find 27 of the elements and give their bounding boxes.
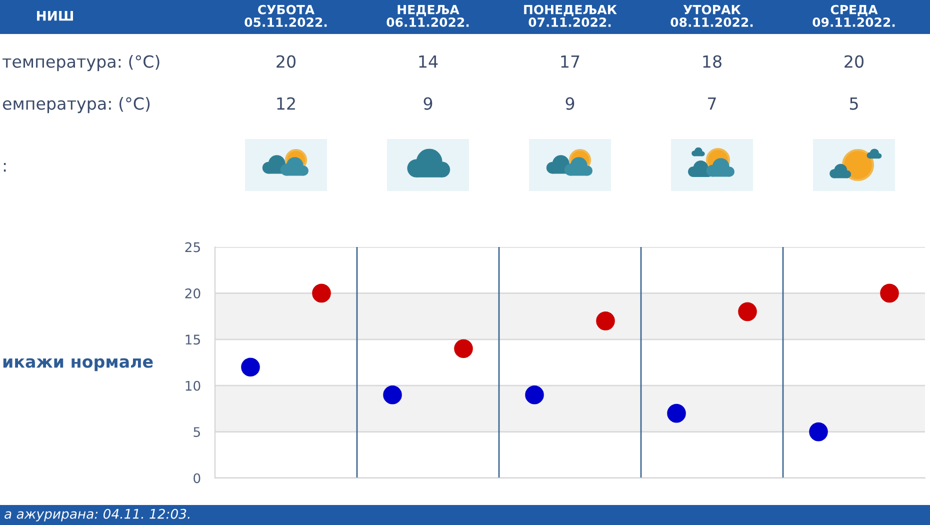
y-tick-label: 15 (186, 334, 200, 345)
text: а ажурирана: 04.11. 12:03. (4, 508, 190, 522)
text: ПОНЕДЕЉАК 07.11.2022. (524, 4, 617, 27)
y-tick-label: 0 (194, 473, 200, 484)
data-label: 5 (850, 97, 858, 110)
text: УТОРАК 08.11.2022. (670, 4, 753, 27)
data-label: 9 (424, 97, 432, 110)
y-tick-label: 10 (186, 380, 200, 391)
data-label: 14 (419, 55, 438, 68)
text: НИШ (37, 11, 73, 21)
data-label: 9 (566, 97, 574, 110)
data-label: 18 (703, 55, 722, 68)
data-label: 7 (708, 97, 716, 110)
data-label: 20 (844, 55, 864, 68)
y-tick-label: 20 (185, 288, 200, 298)
text: емпература: (°C) (2, 96, 150, 114)
text: СРЕДА 09.11.2022. (812, 4, 895, 27)
text: НЕДЕЉА 06.11.2022. (386, 5, 469, 27)
text: температура: (°C) (2, 54, 160, 72)
data-label: 17 (561, 55, 580, 68)
text: : (4, 162, 6, 172)
y-tick-label: 25 (185, 242, 200, 252)
data-label: 12 (277, 97, 295, 110)
text: икажи нормале (3, 358, 153, 372)
y-tick-label: 5 (194, 427, 200, 437)
data-label: 20 (276, 55, 296, 68)
text: СУБОТА 05.11.2022. (244, 4, 327, 27)
